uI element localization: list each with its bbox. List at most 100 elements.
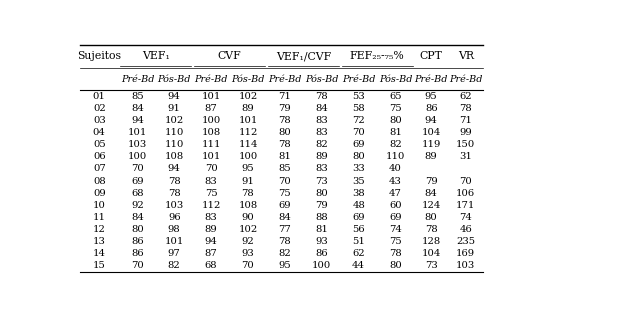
Text: 73: 73 xyxy=(425,262,438,271)
Text: 102: 102 xyxy=(164,116,184,125)
Text: 08: 08 xyxy=(93,177,106,185)
Text: 79: 79 xyxy=(315,201,328,210)
Text: 93: 93 xyxy=(315,237,328,246)
Text: 92: 92 xyxy=(242,237,255,246)
Text: 75: 75 xyxy=(279,189,291,197)
Text: 104: 104 xyxy=(421,128,441,137)
Text: 99: 99 xyxy=(459,128,472,137)
Text: 80: 80 xyxy=(389,116,402,125)
Text: 98: 98 xyxy=(168,225,180,234)
Text: 86: 86 xyxy=(131,249,143,258)
Text: 103: 103 xyxy=(164,201,184,210)
Text: 95: 95 xyxy=(279,262,291,271)
Text: 103: 103 xyxy=(128,140,147,149)
Text: 02: 02 xyxy=(93,104,106,113)
Text: 235: 235 xyxy=(456,237,475,246)
Text: 79: 79 xyxy=(279,104,291,113)
Text: 72: 72 xyxy=(352,116,365,125)
Text: 71: 71 xyxy=(279,91,291,100)
Text: 171: 171 xyxy=(456,201,475,210)
Text: 78: 78 xyxy=(315,91,328,100)
Text: 110: 110 xyxy=(164,140,184,149)
Text: FEF₂₅-₇₅%: FEF₂₅-₇₅% xyxy=(350,52,404,62)
Text: 74: 74 xyxy=(389,225,402,234)
Text: 31: 31 xyxy=(459,152,472,161)
Text: 90: 90 xyxy=(242,213,255,222)
Text: Pré-Bd: Pré-Bd xyxy=(449,75,483,84)
Text: Pós-Bd: Pós-Bd xyxy=(379,75,412,84)
Text: 81: 81 xyxy=(389,128,402,137)
Text: 94: 94 xyxy=(425,116,438,125)
Text: 100: 100 xyxy=(239,152,258,161)
Text: 84: 84 xyxy=(279,213,291,222)
Text: 81: 81 xyxy=(315,225,328,234)
Text: 44: 44 xyxy=(352,262,365,271)
Text: 69: 69 xyxy=(352,213,365,222)
Text: 70: 70 xyxy=(131,165,144,173)
Text: 94: 94 xyxy=(168,165,180,173)
Text: 78: 78 xyxy=(168,177,180,185)
Text: 106: 106 xyxy=(456,189,475,197)
Text: 112: 112 xyxy=(201,201,221,210)
Text: 62: 62 xyxy=(459,91,472,100)
Text: 82: 82 xyxy=(389,140,402,149)
Text: 84: 84 xyxy=(315,104,328,113)
Text: 71: 71 xyxy=(459,116,472,125)
Text: 150: 150 xyxy=(456,140,475,149)
Text: 89: 89 xyxy=(205,225,218,234)
Text: 69: 69 xyxy=(131,177,143,185)
Text: 70: 70 xyxy=(352,128,365,137)
Text: 87: 87 xyxy=(205,249,218,258)
Text: 95: 95 xyxy=(242,165,255,173)
Text: 70: 70 xyxy=(459,177,472,185)
Text: 124: 124 xyxy=(421,201,441,210)
Text: 96: 96 xyxy=(168,213,180,222)
Text: 84: 84 xyxy=(131,213,144,222)
Text: 86: 86 xyxy=(425,104,438,113)
Text: 89: 89 xyxy=(315,152,328,161)
Text: 70: 70 xyxy=(279,177,291,185)
Text: 60: 60 xyxy=(389,201,402,210)
Text: 68: 68 xyxy=(131,189,143,197)
Text: 38: 38 xyxy=(352,189,365,197)
Text: 91: 91 xyxy=(242,177,255,185)
Text: Pré-Bd: Pré-Bd xyxy=(342,75,375,84)
Text: 83: 83 xyxy=(205,213,218,222)
Text: 88: 88 xyxy=(315,213,328,222)
Text: 102: 102 xyxy=(239,91,258,100)
Text: 78: 78 xyxy=(279,116,291,125)
Text: 47: 47 xyxy=(389,189,402,197)
Text: 70: 70 xyxy=(205,165,218,173)
Text: 75: 75 xyxy=(389,104,402,113)
Text: Pré-Bd: Pré-Bd xyxy=(195,75,228,84)
Text: 89: 89 xyxy=(242,104,255,113)
Text: 69: 69 xyxy=(352,140,365,149)
Text: Sujeitos: Sujeitos xyxy=(77,52,121,62)
Text: 78: 78 xyxy=(389,249,402,258)
Text: 78: 78 xyxy=(425,225,438,234)
Text: 93: 93 xyxy=(242,249,255,258)
Text: 03: 03 xyxy=(93,116,106,125)
Text: 04: 04 xyxy=(93,128,106,137)
Text: 110: 110 xyxy=(164,128,184,137)
Text: 84: 84 xyxy=(425,189,438,197)
Text: 65: 65 xyxy=(389,91,402,100)
Text: VEF₁/CVF: VEF₁/CVF xyxy=(276,52,331,62)
Text: 169: 169 xyxy=(456,249,475,258)
Text: 101: 101 xyxy=(201,91,221,100)
Text: 101: 101 xyxy=(201,152,221,161)
Text: Pré-Bd: Pré-Bd xyxy=(268,75,302,84)
Text: 83: 83 xyxy=(315,116,328,125)
Text: 108: 108 xyxy=(201,128,221,137)
Text: 94: 94 xyxy=(168,91,180,100)
Text: 15: 15 xyxy=(93,262,106,271)
Text: 119: 119 xyxy=(421,140,441,149)
Text: VEF₁: VEF₁ xyxy=(142,52,170,62)
Text: 78: 78 xyxy=(279,140,291,149)
Text: 104: 104 xyxy=(421,249,441,258)
Text: 102: 102 xyxy=(239,225,258,234)
Text: 14: 14 xyxy=(93,249,106,258)
Text: 83: 83 xyxy=(205,177,218,185)
Text: 111: 111 xyxy=(201,140,221,149)
Text: CPT: CPT xyxy=(420,52,442,62)
